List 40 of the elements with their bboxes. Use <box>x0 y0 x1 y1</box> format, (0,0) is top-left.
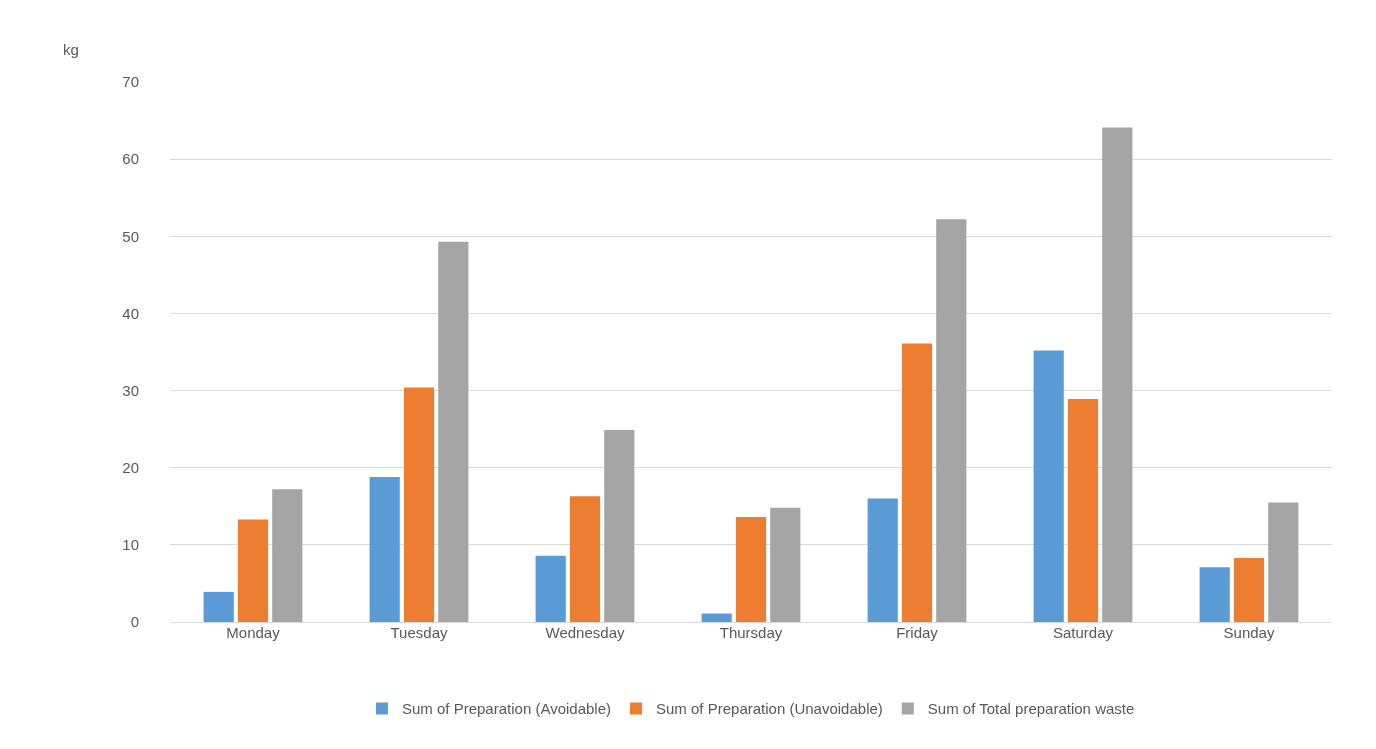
y-tick-label: 20 <box>122 458 139 476</box>
legend-label: Sum of Preparation (Avoidable) <box>402 700 612 718</box>
bar <box>203 591 234 622</box>
bar <box>735 517 767 622</box>
x-tick-label: Sunday <box>1223 624 1275 641</box>
y-tick-label: 0 <box>130 613 139 631</box>
bar <box>1268 502 1299 622</box>
bar <box>403 387 435 622</box>
y-tick-label: 50 <box>122 227 139 245</box>
bar <box>1033 350 1064 622</box>
x-tick-label: Thursday <box>719 624 783 641</box>
bar <box>770 507 801 622</box>
y-tick-label: 70 <box>122 73 139 91</box>
bar <box>1233 557 1265 622</box>
x-tick-label: Friday <box>896 624 939 641</box>
y-tick-label: 10 <box>122 536 139 554</box>
bar <box>569 496 601 622</box>
bar <box>604 429 635 622</box>
bar <box>1199 567 1230 622</box>
bar <box>369 476 400 622</box>
y-tick-label: 40 <box>122 304 139 322</box>
bar <box>936 219 967 622</box>
bar <box>272 489 303 622</box>
bar <box>701 613 732 622</box>
x-tick-label: Wednesday <box>545 624 625 641</box>
bar <box>1067 399 1099 622</box>
x-tick-label: Tuesday <box>390 624 448 641</box>
bar <box>901 343 933 622</box>
y-axis-title: kg <box>63 41 79 58</box>
x-tick-label: Saturday <box>1052 624 1114 641</box>
y-tick-label: 30 <box>122 381 139 399</box>
legend-label: Sum of Preparation (Unavoidable) <box>656 700 883 718</box>
y-tick-label: 60 <box>122 150 139 168</box>
bar <box>438 241 469 622</box>
legend-label: Sum of Total preparation waste <box>927 700 1135 718</box>
bar <box>237 519 269 622</box>
bar <box>867 498 898 622</box>
x-tick-label: Monday <box>226 624 281 641</box>
bar <box>535 555 566 622</box>
bar <box>1102 127 1133 622</box>
